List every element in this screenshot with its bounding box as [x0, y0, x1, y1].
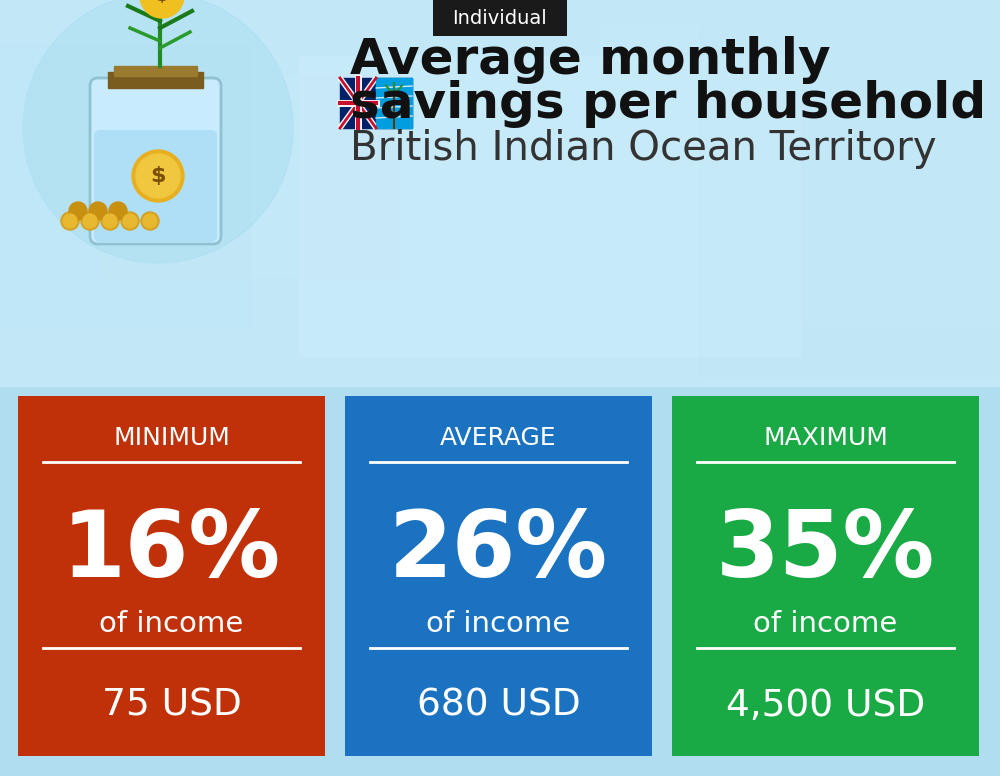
Circle shape [101, 212, 119, 230]
Bar [672, 396, 979, 756]
Bar [376, 78, 412, 128]
Circle shape [63, 214, 77, 228]
Circle shape [69, 202, 87, 220]
Circle shape [61, 212, 79, 230]
Text: Average monthly: Average monthly [350, 36, 831, 84]
Text: AVERAGE: AVERAGE [440, 426, 557, 450]
Text: 16%: 16% [62, 506, 281, 596]
Text: of income: of income [426, 610, 571, 638]
Circle shape [143, 214, 157, 228]
Text: 26%: 26% [389, 506, 608, 596]
Text: $: $ [156, 0, 168, 5]
Text: of income: of income [753, 610, 898, 638]
Bar [0, 46, 250, 326]
Text: Individual: Individual [453, 9, 547, 27]
Bar [600, 26, 1000, 326]
Bar [18, 396, 325, 756]
Bar [100, 76, 400, 276]
Bar [0, 0, 1000, 386]
Text: of income: of income [99, 610, 244, 638]
Bar [700, 26, 1000, 376]
Circle shape [83, 214, 97, 228]
Circle shape [141, 212, 159, 230]
Circle shape [103, 214, 117, 228]
Bar [108, 72, 203, 88]
Circle shape [123, 214, 137, 228]
Text: savings per household in: savings per household in [350, 80, 1000, 128]
Text: British Indian Ocean Territory: British Indian Ocean Territory [350, 129, 937, 169]
Text: $: $ [150, 166, 166, 186]
Text: 35%: 35% [716, 506, 935, 596]
Circle shape [132, 150, 184, 202]
Text: MINIMUM: MINIMUM [113, 426, 230, 450]
Bar [340, 78, 412, 128]
Text: 4,500 USD: 4,500 USD [726, 688, 925, 724]
Text: 680 USD: 680 USD [417, 688, 580, 724]
Circle shape [140, 0, 184, 18]
Circle shape [23, 0, 293, 263]
Circle shape [136, 154, 180, 198]
Bar [300, 56, 800, 356]
Bar [114, 66, 197, 76]
FancyBboxPatch shape [90, 78, 221, 244]
Circle shape [89, 202, 107, 220]
Text: 75 USD: 75 USD [102, 688, 241, 724]
Text: MAXIMUM: MAXIMUM [763, 426, 888, 450]
Circle shape [81, 212, 99, 230]
Bar [345, 396, 652, 756]
FancyBboxPatch shape [94, 130, 217, 242]
Circle shape [121, 212, 139, 230]
Bar [433, 0, 567, 36]
Circle shape [109, 202, 127, 220]
